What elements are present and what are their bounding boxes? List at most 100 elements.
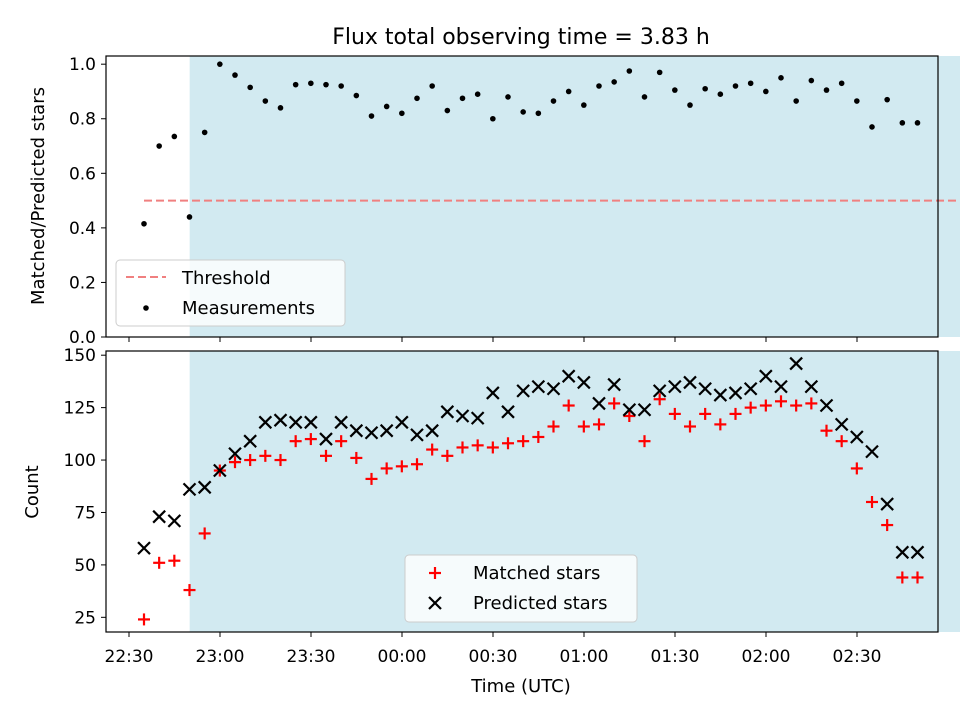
measurement-point — [444, 107, 451, 114]
predicted-star-point — [743, 381, 758, 396]
x-axis-label: Time (UTC) — [470, 676, 571, 697]
measurement-point — [520, 109, 526, 115]
measurement-point — [171, 133, 178, 140]
predicted-star-point — [698, 381, 712, 396]
predicted-star-point — [197, 480, 212, 495]
measurement-point — [656, 69, 663, 76]
legend-measurements-swatch — [143, 305, 149, 311]
ratio-y-tick-label: 0.2 — [69, 273, 96, 293]
matched-star-point — [729, 407, 742, 420]
matched-star-point — [244, 454, 257, 467]
measurement-point — [399, 110, 405, 117]
predicted-star-point — [486, 386, 500, 400]
matched-star-point — [350, 451, 363, 464]
measurement-point — [323, 81, 329, 88]
matched-star-point — [577, 420, 590, 433]
matched-star-point — [229, 456, 241, 469]
predicted-star-point — [410, 428, 424, 442]
predicted-star-point — [683, 375, 697, 390]
count-legend: Matched stars Predicted stars — [404, 554, 638, 623]
matched-star-point — [714, 418, 727, 431]
count-y-tick-label: 150 — [64, 346, 96, 366]
ratio-y-tick-label: 0.6 — [69, 164, 96, 184]
predicted-star-point — [288, 415, 303, 430]
matched-star-point — [744, 401, 757, 414]
measurement-point — [535, 110, 542, 117]
matched-star-point — [304, 433, 317, 446]
measurement-point — [292, 81, 299, 88]
count-y-tick-label: 125 — [64, 399, 96, 419]
measurement-point — [368, 113, 375, 119]
ratio-y-axis-label: Matched/Predicted stars — [28, 87, 49, 305]
matched-star-point — [456, 441, 469, 454]
x-tick-label: 02:30 — [833, 647, 882, 667]
chart-title: Flux total observing time = 3.83 h — [332, 25, 710, 50]
x-tick-label: 01:30 — [651, 647, 700, 667]
measurement-point — [838, 80, 845, 87]
measurement-point — [550, 98, 557, 104]
x-tick-label: 01:00 — [560, 647, 609, 667]
predicted-star-point — [637, 402, 652, 417]
predicted-star-point — [395, 415, 409, 430]
measurement-point — [217, 61, 223, 67]
count-y-tick-label: 75 — [74, 503, 96, 523]
predicted-star-point — [470, 411, 485, 425]
predicted-star-point — [819, 398, 834, 413]
measurement-point — [490, 115, 496, 122]
measurement-point — [141, 220, 147, 227]
measurement-point — [383, 103, 390, 110]
measurement-point — [474, 91, 481, 97]
matched-star-point — [441, 449, 454, 462]
predicted-star-point — [895, 545, 910, 560]
predicted-star-point — [592, 396, 606, 411]
matched-star-point — [881, 519, 894, 532]
legend-predicted-label: Predicted stars — [473, 593, 607, 614]
measurement-point — [808, 77, 815, 84]
matched-star-point — [866, 495, 878, 508]
matched-star-point — [517, 435, 530, 448]
predicted-star-point — [607, 377, 621, 392]
matched-star-point — [593, 418, 605, 431]
predicted-star-point — [577, 375, 591, 390]
matched-star-point — [562, 399, 575, 412]
predicted-star-point — [137, 541, 151, 555]
measurement-point — [505, 94, 511, 100]
measurement-point — [186, 214, 193, 220]
matched-star-point — [896, 571, 909, 584]
predicted-star-point — [774, 379, 788, 394]
count-y-tick-label: 50 — [74, 556, 96, 576]
matched-star-point — [653, 393, 666, 406]
matched-star-point — [320, 449, 332, 462]
measurement-point — [823, 87, 830, 93]
legend-threshold-label: Threshold — [181, 268, 271, 289]
matched-star-point — [820, 424, 833, 437]
measurement-point — [611, 79, 617, 85]
x-tick-label: 00:30 — [469, 647, 518, 667]
predicted-star-point — [379, 423, 394, 438]
matched-star-point — [259, 449, 272, 462]
predicted-star-point — [304, 415, 318, 430]
predicted-star-point — [622, 402, 637, 417]
matched-star-point — [168, 554, 181, 567]
measurement-point — [884, 96, 890, 103]
predicted-star-point — [865, 444, 879, 459]
predicted-star-point — [364, 426, 379, 440]
measurement-point — [641, 94, 648, 100]
measurement-point — [747, 80, 754, 87]
matched-star-point — [198, 527, 211, 540]
predicted-star-point — [182, 482, 197, 497]
predicted-star-point — [243, 434, 257, 448]
ratio-y-tick-label: 1.0 — [69, 55, 96, 75]
measurement-point — [672, 87, 678, 93]
matched-star-point — [471, 439, 484, 452]
measurement-point — [232, 72, 238, 78]
predicted-star-point — [850, 430, 864, 444]
ratio-y-tick-label: 0.0 — [69, 328, 96, 348]
matched-star-point — [532, 430, 545, 443]
predicted-star-point — [167, 514, 182, 528]
x-tick-label: 00:00 — [378, 647, 427, 667]
matched-star-point — [153, 556, 166, 569]
matched-star-point — [775, 395, 787, 408]
matched-star-point — [183, 584, 196, 597]
